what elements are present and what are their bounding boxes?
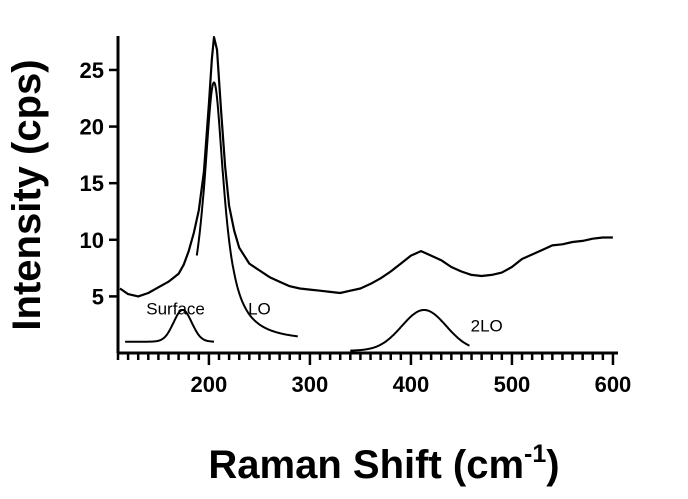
x-axis-title: Raman Shift (cm-1) bbox=[208, 440, 559, 487]
series-line-surface-fit bbox=[124, 309, 215, 343]
x-ticks: 200 300 400 500 600 bbox=[116, 353, 632, 397]
x-axis-title-superscript: -1 bbox=[524, 440, 546, 468]
x-tick-label: 500 bbox=[494, 372, 531, 397]
series-layer bbox=[119, 36, 613, 352]
series-line-2lo-fit bbox=[349, 309, 470, 352]
y-ticks: 5 10 15 20 25 bbox=[80, 58, 118, 309]
peak-label-surface: Surface bbox=[146, 300, 205, 319]
y-tick-label: 5 bbox=[92, 284, 104, 309]
y-tick-label: 10 bbox=[80, 228, 104, 253]
x-tick-label: 200 bbox=[191, 372, 228, 397]
x-tick-label: 400 bbox=[393, 372, 430, 397]
y-axis: 5 10 15 20 25 bbox=[80, 36, 120, 353]
x-tick-label: 300 bbox=[292, 372, 329, 397]
y-tick-label: 20 bbox=[80, 115, 104, 140]
x-axis: 200 300 400 500 600 bbox=[116, 351, 632, 397]
x-axis-title-main: Raman Shift (cm bbox=[208, 443, 524, 487]
series-line-measured bbox=[119, 36, 613, 298]
peak-labels: Surface LO 2LO bbox=[146, 300, 502, 336]
peak-label-2lo: 2LO bbox=[471, 316, 503, 335]
peak-label-lo: LO bbox=[248, 300, 271, 319]
x-tick-label: 600 bbox=[595, 372, 632, 397]
y-tick-label: 15 bbox=[80, 171, 104, 196]
y-tick-label: 25 bbox=[80, 58, 104, 83]
x-axis-title-close: ) bbox=[546, 443, 559, 487]
series-line-lo-fit bbox=[195, 81, 299, 338]
y-axis-title: Intensity (cps) bbox=[5, 59, 49, 330]
